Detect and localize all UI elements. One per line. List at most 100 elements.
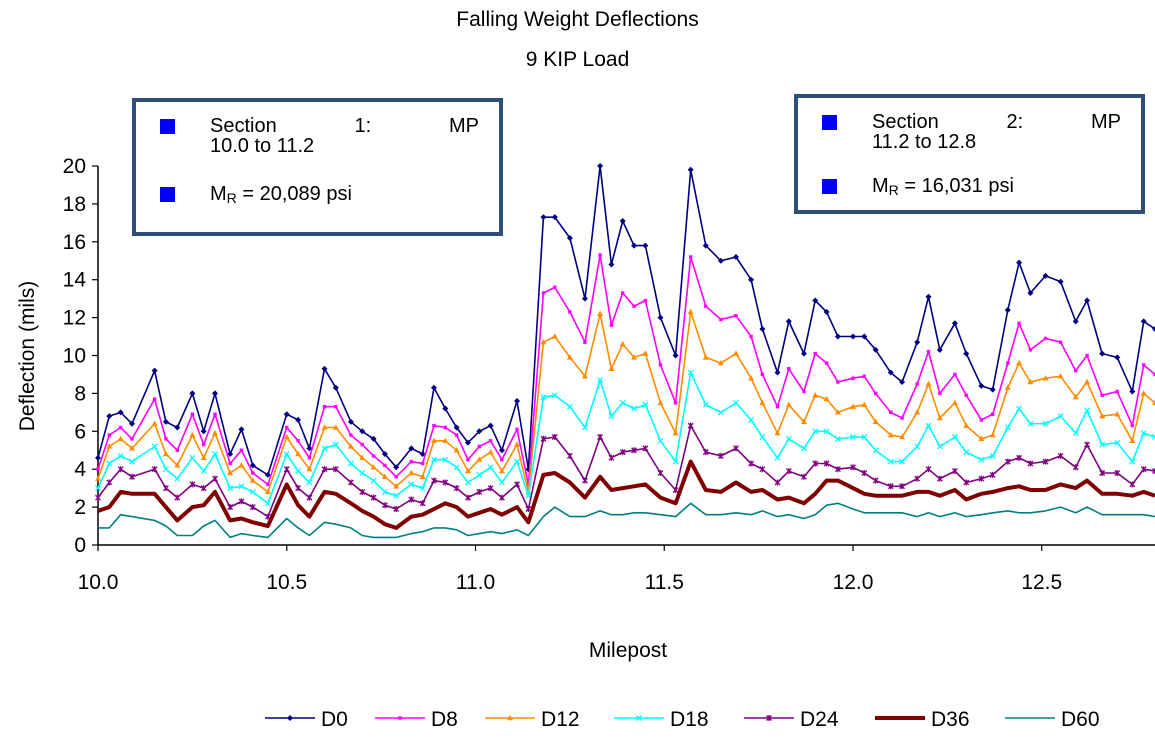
data-point [408,445,415,452]
data-point [964,393,968,397]
data-point [1140,466,1147,473]
data-point [117,452,124,459]
data-point [453,424,460,431]
data-point [152,397,157,401]
x-tick-label: 11.5 [645,571,684,594]
data-point [861,434,868,440]
data-point [249,504,256,511]
x-tick-label: 10.5 [266,571,307,594]
data-point [748,460,755,467]
legend-label-d24: D24 [800,708,839,731]
data-point [296,439,300,443]
data-point [582,424,588,431]
data-point [466,458,470,462]
data-point [1004,307,1011,314]
data-point [1140,390,1147,396]
data-point [287,715,293,721]
data-point [581,295,588,302]
data-point [251,471,255,475]
series-line-d8 [97,254,1155,486]
data-point [766,715,772,721]
data-point [551,433,558,440]
data-point [321,466,328,473]
data-point [914,409,921,415]
data-point [381,502,388,509]
data-point [507,714,513,721]
data-point [899,379,906,386]
data-point [717,359,724,366]
data-point [370,464,377,470]
data-point [581,373,588,379]
data-point [889,410,893,415]
data-point [419,500,426,507]
data-point [1028,348,1033,352]
data-point [1140,318,1147,325]
data-point [823,428,830,435]
data-point [951,468,958,475]
data-point [566,403,573,410]
data-point [785,401,792,407]
data-point [238,498,245,505]
data-point [636,715,642,721]
y-tick-label: 12 [63,307,86,330]
data-point [285,425,289,430]
series-line-d60 [98,502,1155,539]
data-point [347,479,354,486]
data-point [500,458,504,462]
data-point [551,392,558,399]
data-point [464,439,471,446]
data-point [873,391,878,396]
series-line-d12 [97,311,1155,493]
data-point [702,354,709,360]
data-point [1043,336,1048,341]
data-point [914,475,921,482]
data-point [393,464,400,471]
series-d60 [98,502,1155,539]
legend: D0 D8 D12 D18 D24 D36 D60 [265,708,1100,731]
data-point [717,409,724,416]
data-point [370,477,377,484]
series-line-d0 [97,165,1155,476]
legend-label-d0: D0 [321,708,348,731]
data-point [442,456,449,463]
data-point [264,500,271,507]
data-point [608,413,615,420]
data-point [464,479,471,486]
data-point [861,469,868,476]
data-point [872,477,879,484]
data-point [498,447,505,454]
data-point [850,434,856,440]
data-point [381,451,388,458]
data-point [951,399,958,406]
data-point [642,401,649,408]
data-point [540,214,547,221]
chart-title: Falling Weight Deflections [456,8,699,31]
legend-label-d18: D18 [670,708,709,731]
data-point [609,323,614,327]
data-point [238,426,245,433]
data-point [419,451,426,458]
axes: 0 2 4 6 8 10 12 14 16 18 20 10.0 10.5 11.0 11.5 12.0 12.… [16,155,1155,662]
data-point [597,377,604,384]
data-point [702,242,709,249]
bullet-square-icon [822,115,837,130]
data-point [117,435,124,442]
data-point [322,404,327,409]
data-point [151,443,158,450]
data-point [1114,439,1121,446]
data-point [1042,458,1049,465]
data-point [1074,368,1078,373]
data-point [249,477,256,483]
data-point [774,429,781,436]
legend-label-d12: D12 [541,708,580,731]
data-point [1016,405,1023,412]
data-point [476,488,483,495]
data-point [525,492,532,499]
data-point [1072,464,1079,471]
data-point [393,505,400,512]
data-point [851,376,855,380]
y-tick-label: 20 [63,155,86,178]
data-point [464,494,471,501]
data-point [642,445,649,452]
data-point [1129,481,1136,488]
